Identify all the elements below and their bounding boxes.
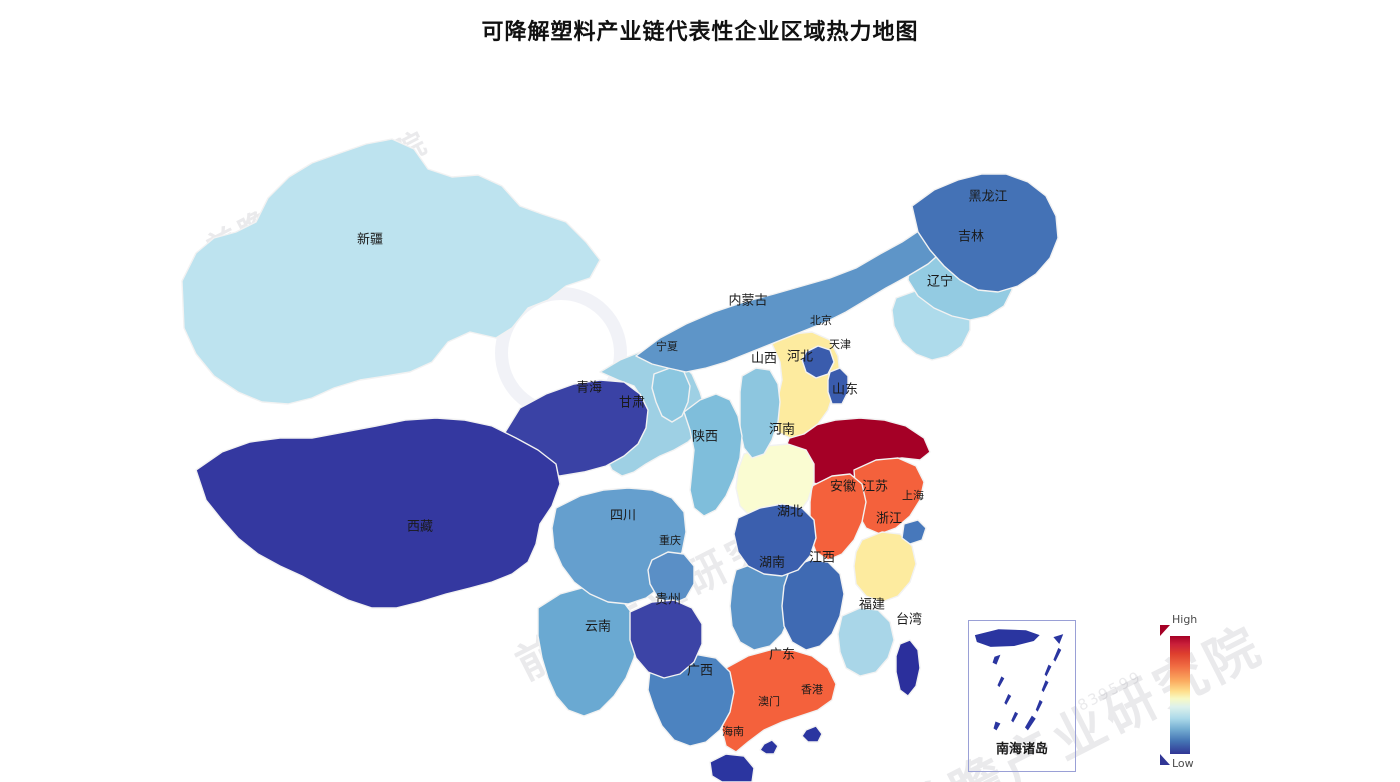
scs-shape-d [1044,664,1052,677]
scs-shape-a [1053,634,1064,644]
province-label-山西: 山西 [751,352,777,367]
province-海南[interactable] [709,753,755,782]
scs-shape-g [1004,694,1012,705]
legend-gradient-bar [1170,636,1190,754]
province-台湾[interactable] [895,639,921,697]
province-黑龙江[interactable] [911,173,1059,293]
scs-shape-f [1041,680,1049,693]
province-label-台湾: 台湾 [896,612,922,628]
province-西藏[interactable] [195,417,561,609]
legend-high-arrow-icon [1160,625,1170,636]
legend-high-label: High [1172,613,1198,626]
south-china-sea-inset: 南海诸岛 [968,620,1076,772]
scs-shape-k [993,721,1001,731]
province-湖北[interactable] [733,503,817,577]
province-天津[interactable] [827,367,849,405]
province-云南[interactable] [537,587,639,717]
province-新疆[interactable] [181,138,601,405]
legend-low-arrow-icon [1160,754,1170,765]
province-香港[interactable] [801,725,823,743]
province-贵州[interactable] [629,599,703,679]
province-福建[interactable] [837,607,895,677]
scs-inset-svg [974,629,1064,731]
province-江西[interactable] [781,559,845,651]
scs-shape-e [997,676,1005,688]
province-重庆[interactable] [647,551,695,605]
province-陕西[interactable] [683,393,743,517]
province-内蒙古[interactable] [635,219,951,373]
legend-low-label: Low [1172,757,1194,770]
province-安徽[interactable] [809,473,867,561]
province-上海[interactable] [901,519,927,545]
province-山西[interactable] [739,367,781,459]
scs-shape-h [1035,699,1043,712]
scs-inset-label: 南海诸岛 [995,742,1048,757]
scs-shape-main [974,629,1040,647]
scs-shape-j [1024,715,1036,731]
scs-shape-b [1053,647,1062,662]
scs-shape-c [992,654,1001,665]
color-legend: High Low [1160,613,1230,779]
scs-shape-i [1011,711,1019,723]
province-浙江[interactable] [853,531,917,603]
province-澳门[interactable] [759,739,779,755]
page-title: 可降解塑料产业链代表性企业区域热力地图 [481,20,919,45]
province-北京[interactable] [801,345,835,379]
